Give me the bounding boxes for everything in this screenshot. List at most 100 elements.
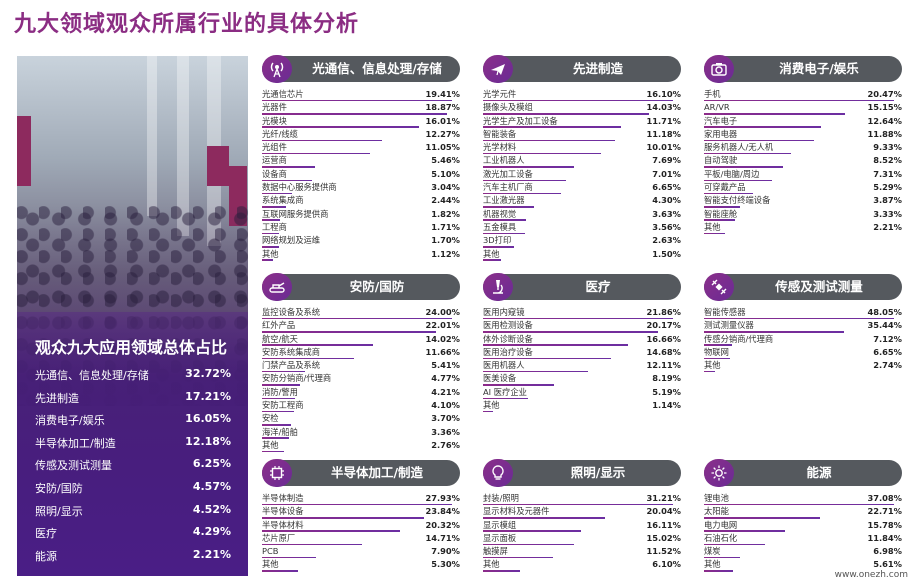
bar-label: 消防/警用	[262, 386, 298, 397]
bar-value-label: 1.14%	[652, 400, 681, 411]
overview-value: 6.25%	[192, 457, 231, 471]
bar-value-label: 14.03%	[646, 102, 681, 113]
bar-label: 体外诊断设备	[483, 333, 533, 344]
bar	[262, 317, 452, 320]
bar-label: 监控设备及系统	[262, 307, 321, 317]
bar-row: 安防工程商 4.10%	[262, 399, 462, 413]
bar-label: 汽车电子	[704, 115, 738, 126]
bar-value-label: 8.19%	[652, 373, 681, 384]
bar-row: 工程商 1.71%	[262, 221, 462, 235]
bar-value-label: 7.12%	[873, 333, 902, 344]
bar-value-label: 16.11%	[646, 519, 681, 530]
bar	[483, 99, 673, 102]
bar-label: 安防分销商/代理商	[262, 373, 332, 384]
bar-row: 运营商 5.46%	[262, 154, 462, 168]
bar	[704, 113, 845, 115]
bar-label: 可穿戴产品	[704, 182, 746, 193]
bar	[262, 219, 280, 221]
bar-label: 封装/照明	[483, 493, 519, 503]
bar-label: 航空/航天	[262, 333, 298, 344]
bar-row: 医用治疗设备 14.68%	[483, 346, 683, 360]
bar	[262, 517, 425, 519]
bar-row: 其他 2.76%	[262, 439, 462, 453]
overview-value: 16.05%	[185, 412, 231, 426]
panel-header: 光通信、信息处理/存储	[262, 55, 460, 83]
bar-label: 光纤/线缆	[262, 128, 298, 139]
bar-label: 其他	[704, 360, 721, 371]
bar	[483, 331, 659, 333]
bar-value-label: 2.76%	[431, 439, 460, 450]
bar	[704, 152, 791, 155]
bar-value-label: 12.27%	[425, 128, 460, 139]
bar-label: 物联网	[704, 346, 729, 357]
bar-label: 医用机器人	[483, 360, 525, 371]
bar-value-label: 5.30%	[431, 559, 460, 570]
bar-value-label: 5.41%	[431, 360, 460, 371]
bar-row: 石油石化 11.84%	[704, 532, 904, 546]
panel-title: 安防/国防	[349, 279, 405, 294]
overview-label: 光通信、信息处理/存储	[35, 369, 149, 382]
bar-value-label: 2.74%	[873, 360, 902, 371]
bar-row: 网络规划及运维 1.70%	[262, 234, 462, 248]
bar-row: 光通信芯片 19.41%	[262, 88, 462, 102]
bar-value-label: 3.87%	[873, 195, 902, 206]
overview-label: 半导体加工/制造	[35, 436, 116, 450]
bar-label: 工业激光器	[483, 195, 525, 206]
bar-row: 智能座舱 3.33%	[704, 208, 904, 221]
bar	[704, 179, 772, 182]
bar-value-label: 35.44%	[867, 320, 902, 331]
bar-value-label: 7.69%	[652, 155, 681, 166]
bar-label: 光学生产及加工设备	[483, 115, 558, 126]
bar-row: 电力电网 15.78%	[704, 519, 904, 532]
bar-value-label: 4.10%	[431, 400, 460, 411]
bar	[483, 503, 673, 506]
bar-row: 光学元件 16.10%	[483, 88, 683, 102]
bar-label: 激光加工设备	[483, 168, 533, 179]
bar-value-label: 15.78%	[867, 519, 902, 530]
bar-label: 光器件	[262, 102, 287, 113]
bar-row: AR/VR 15.15%	[704, 101, 904, 115]
bar-row: 设备商 5.10%	[262, 168, 462, 182]
bar	[262, 113, 447, 115]
bar-value-label: 37.08%	[867, 493, 902, 503]
bar-row: 芯片原厂 14.71%	[262, 532, 462, 546]
bar	[262, 259, 273, 261]
bar	[262, 370, 305, 373]
bar-value-label: 2.21%	[873, 221, 902, 232]
bar-label: 石油石化	[704, 532, 738, 543]
bar-value-label: 14.68%	[646, 346, 681, 357]
bar	[483, 517, 605, 519]
bar-label: 服务机器人/无人机	[704, 142, 774, 153]
bar-row: 汽车主机厂商 6.65%	[483, 181, 683, 195]
bar	[262, 530, 401, 532]
bar	[262, 437, 289, 439]
bar	[483, 139, 615, 142]
bar-row: 光模块 16.01%	[262, 115, 462, 128]
bar-row: 安防系统集成商 11.66%	[262, 346, 462, 360]
bar-value-label: 18.87%	[425, 102, 460, 113]
bar-label: 光学元件	[483, 89, 517, 99]
bar-row: 其他 2.74%	[704, 359, 904, 373]
bulb-icon	[483, 459, 513, 487]
bar-value-label: 15.15%	[867, 102, 902, 113]
bar-row: 其他 1.12%	[262, 248, 462, 261]
bar-row: 触摸屏 11.52%	[483, 545, 683, 559]
bar-label: 安防系统集成商	[262, 346, 321, 357]
bar-label: 测试测量仪器	[704, 320, 754, 331]
bar-label: 半导体设备	[262, 506, 304, 517]
satellite-icon	[704, 273, 734, 301]
bar-row: 医用内窥镜 21.86%	[483, 306, 683, 320]
bar-row: 测试测量仪器 35.44%	[704, 319, 904, 333]
bar-row: 锂电池 37.08%	[704, 492, 904, 506]
bar-value-label: 20.32%	[425, 519, 460, 530]
antenna-icon	[262, 55, 292, 83]
bar	[483, 384, 555, 386]
overview-label: 先进制造	[35, 391, 79, 405]
bar	[704, 556, 740, 559]
bar	[262, 179, 312, 182]
bar-label: 安检	[262, 413, 279, 424]
bar-row: 医美设备 8.19%	[483, 372, 683, 386]
bar	[704, 344, 733, 346]
camera-icon	[704, 55, 734, 83]
bar-value-label: 21.86%	[646, 307, 681, 317]
